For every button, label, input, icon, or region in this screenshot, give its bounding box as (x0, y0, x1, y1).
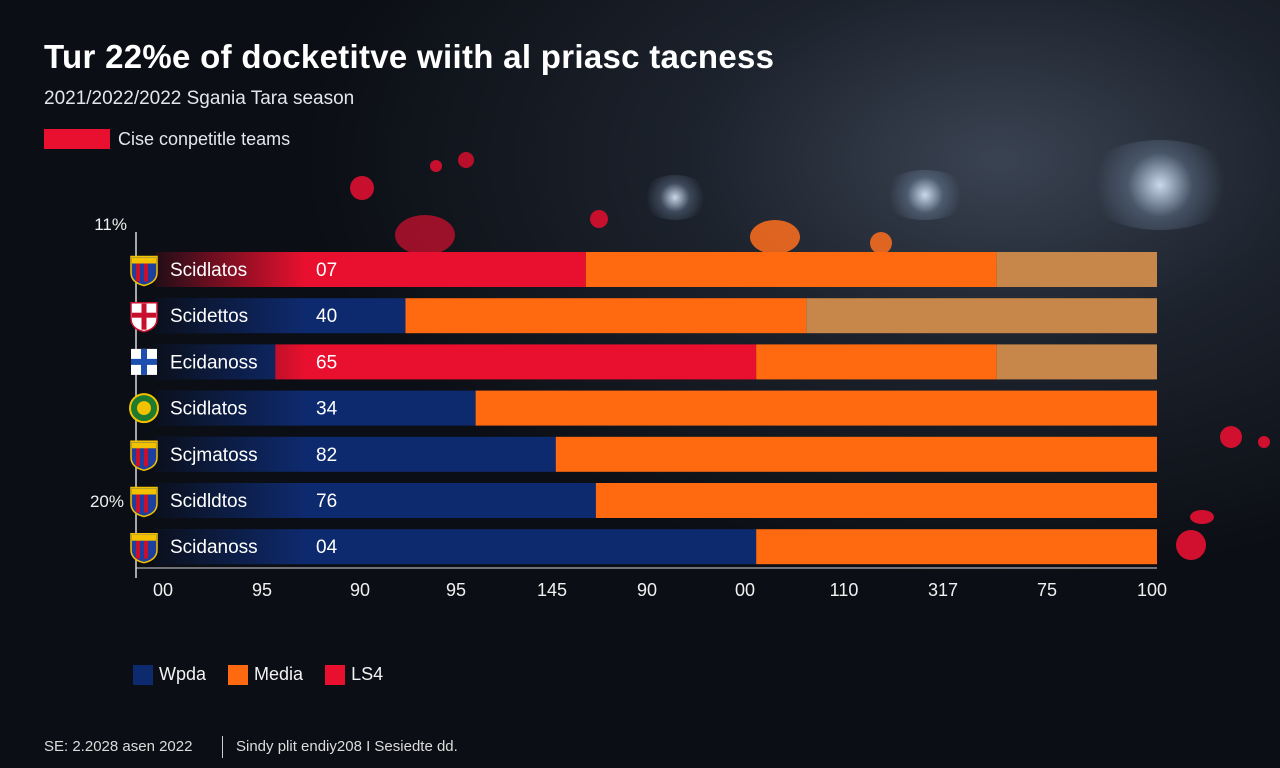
bar-label-shade (155, 344, 305, 380)
top-legend: Cise conpetitle teams (44, 128, 290, 150)
bar-segment-orange (756, 344, 997, 380)
team-crest-icon (129, 393, 159, 424)
x-tick-label: 145 (537, 580, 567, 600)
y-axis-label: 20% (90, 492, 124, 511)
team-label: Scidettos (170, 306, 248, 327)
bar-chart: 11% 20% Scidlatos 07 Scidettos 40 Ecidanoss 65 S… (90, 215, 1167, 600)
x-tick-label: 75 (1037, 580, 1057, 600)
team-label: Scidldtos (170, 491, 247, 512)
bar-segment-orange (405, 298, 807, 334)
legend-label: Wpda (159, 664, 207, 684)
bar-segment-red (275, 344, 757, 380)
legend-swatch (325, 664, 346, 685)
team-crest-icon (130, 255, 158, 287)
bar-label-shade (155, 252, 305, 287)
value-label: 04 (316, 537, 338, 558)
team-label: Scidlatos (170, 260, 247, 281)
bar-segment-tan (806, 298, 1157, 334)
chart-subtitle: 2021/2022/2022 Sgania Tara season (44, 88, 355, 109)
value-label: 65 (316, 352, 337, 373)
x-tick-label: 317 (928, 580, 958, 600)
x-tick-label: 95 (252, 580, 272, 600)
footer-source: SE: 2.2028 asen 2022 (44, 738, 193, 755)
y-axis-label: 11% (94, 215, 127, 234)
value-label: 40 (316, 306, 337, 327)
team-crest-icon (130, 301, 158, 333)
top-legend-swatch (44, 129, 110, 149)
bar-label-shade (155, 483, 305, 518)
legend-swatch (133, 664, 153, 685)
stadium-light (880, 170, 970, 220)
bar-label-shade (155, 298, 305, 334)
footer-divider (222, 736, 223, 758)
team-crest-icon (130, 486, 158, 518)
bar-segment-tan (996, 252, 1157, 287)
bar-label-shade (155, 529, 305, 565)
x-tick-label: 110 (830, 580, 859, 600)
team-label: Scidanoss (170, 537, 258, 558)
value-label: 76 (316, 491, 337, 512)
footer-note: Sindy plit endiy208 I Sesiedte dd. (236, 738, 458, 755)
chart-legend: Wpda Media LS4 (133, 664, 405, 685)
team-label: Ecidanoss (170, 352, 258, 373)
stadium-light (1080, 140, 1240, 230)
team-label: Scjmatoss (170, 445, 258, 466)
x-tick-label: 00 (153, 580, 173, 600)
value-label: 34 (316, 399, 338, 420)
x-tick-label: 100 (1137, 580, 1167, 600)
bar-segment-orange (475, 390, 1157, 426)
bar-segment-orange (585, 252, 997, 287)
value-label: 07 (316, 260, 337, 281)
team-crest-icon (130, 440, 158, 472)
value-label: 82 (316, 445, 337, 466)
x-tick-label: 95 (446, 580, 466, 600)
bar-label-shade (155, 436, 305, 472)
legend-swatch (228, 664, 249, 685)
stadium-light (640, 175, 710, 220)
bar-segment-orange (756, 529, 1157, 565)
x-tick-label: 90 (637, 580, 657, 600)
team-crest-icon (131, 348, 157, 375)
bar-segment-orange (555, 436, 1157, 472)
chart-title: Tur 22%e of docketitve wiith al priasc t… (44, 38, 775, 75)
team-crest-icon (130, 532, 158, 564)
top-legend-label: Cise conpetitle teams (118, 128, 291, 149)
legend-label: LS4 (351, 664, 384, 684)
bar-label-shade (155, 390, 305, 426)
legend-label: Media (254, 664, 304, 684)
bar-segment-tan (996, 344, 1157, 380)
team-label: Scidlatos (170, 399, 247, 420)
x-tick-label: 90 (350, 580, 370, 600)
bar-segment-orange (595, 483, 1157, 518)
legend-item: Media (228, 664, 303, 685)
x-tick-label: 00 (735, 580, 755, 600)
legend-item: LS4 (325, 664, 383, 685)
legend-item: Wpda (133, 664, 206, 685)
